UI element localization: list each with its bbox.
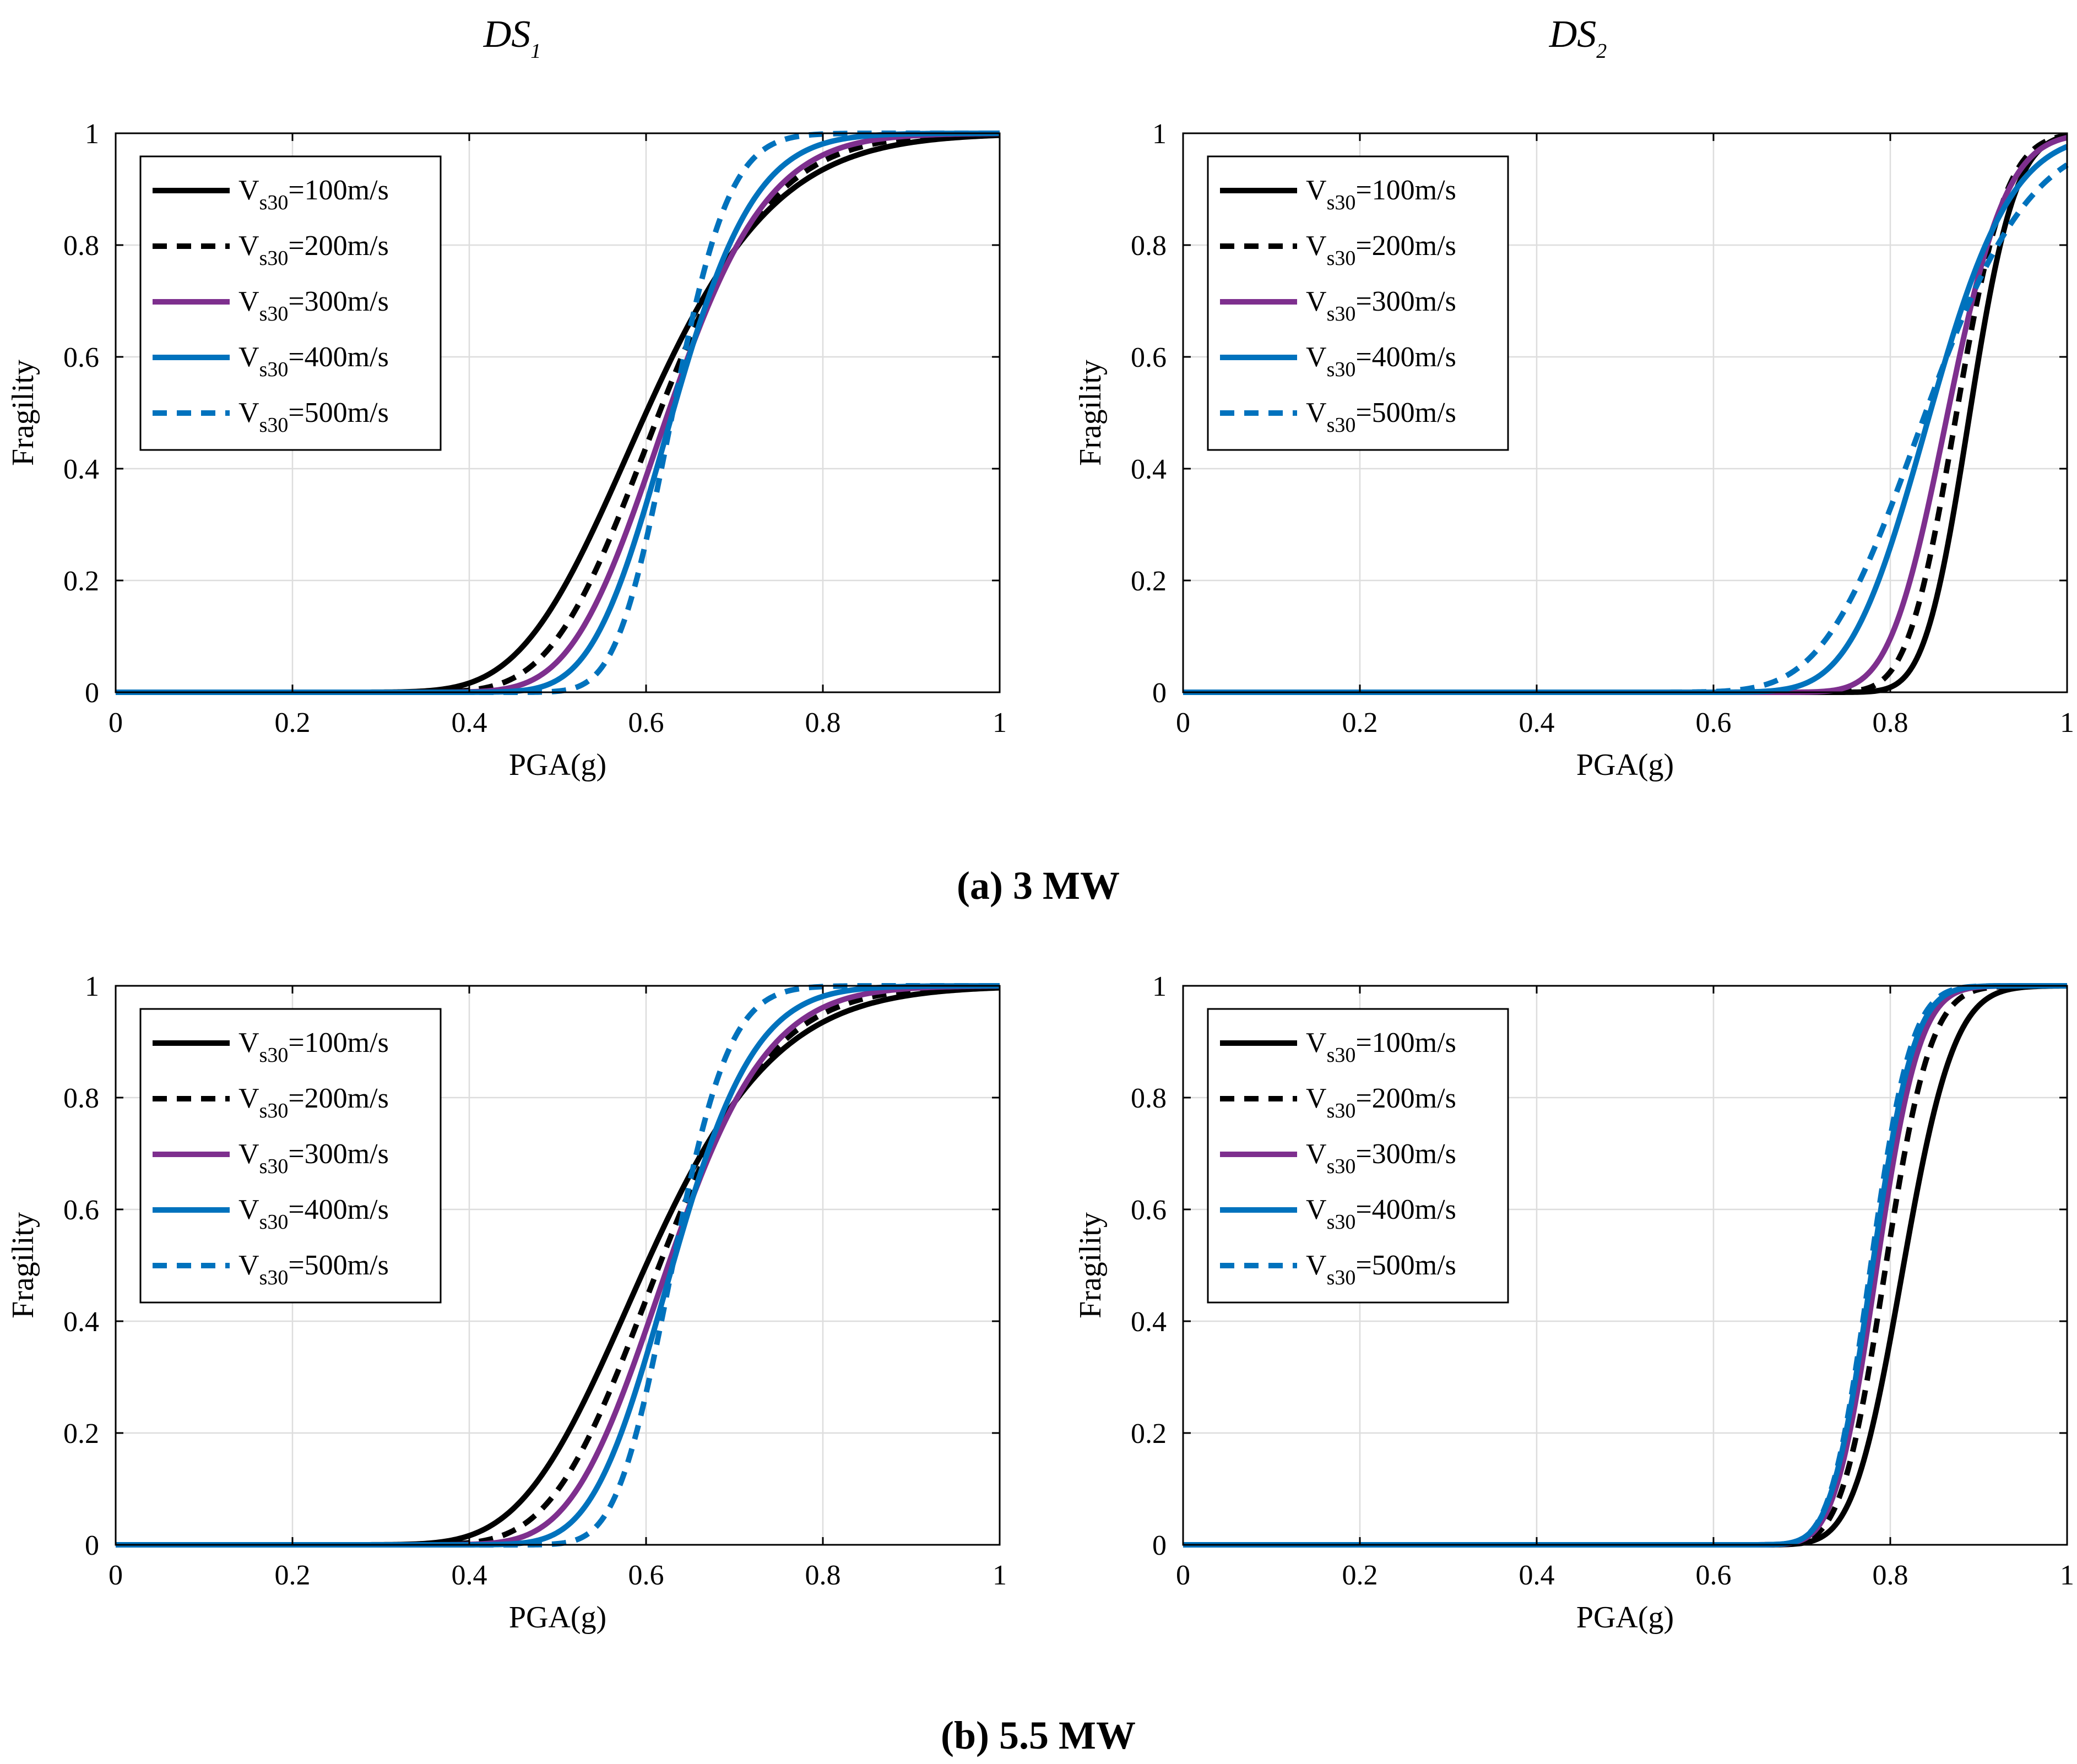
legend-label-v200: Vs30=200m/s bbox=[1306, 230, 1456, 270]
y-tick-label: 0.6 bbox=[63, 342, 99, 373]
x-tick-label: 0.8 bbox=[805, 707, 841, 739]
y-tick-label: 0.4 bbox=[63, 1306, 99, 1338]
y-tick-label: 0.8 bbox=[1131, 230, 1167, 262]
legend-label-v200: Vs30=200m/s bbox=[238, 1083, 389, 1122]
y-axis-label: Fragility bbox=[1073, 360, 1108, 466]
x-axis-label: PGA(g) bbox=[509, 1600, 606, 1635]
panel-b-ds1: 0 0.2 0.4 0.6 0.8 1 0 0.2 0.4 0.6 0.8 1 PGA(g) Fragil… bbox=[6, 971, 1007, 1635]
x-tick-label: 0.6 bbox=[1696, 707, 1732, 739]
x-tick-label: 0.8 bbox=[1873, 707, 1908, 739]
caption-a: (a) 3 MW bbox=[957, 864, 1120, 908]
x-tick-label: 0.6 bbox=[628, 1560, 664, 1591]
y-tick-label: 1 bbox=[85, 118, 99, 150]
legend-label-v100: Vs30=100m/s bbox=[238, 175, 389, 214]
plot-frame bbox=[115, 985, 1001, 1546]
panel-a-ds1: 0 0.2 0.4 0.6 0.8 1 0 0.2 0.4 0.6 0.8 1 PGA(g) Fragil… bbox=[6, 118, 1007, 782]
x-tick-label: 1 bbox=[993, 1560, 1007, 1591]
column-title-ds2: DS2 bbox=[1549, 13, 1607, 63]
y-tick-label: 0.8 bbox=[63, 1083, 99, 1114]
legend-label-v300: Vs30=300m/s bbox=[238, 1138, 389, 1178]
x-axis-label: PGA(g) bbox=[1576, 1600, 1674, 1635]
plot-frame bbox=[1182, 985, 2068, 1546]
y-tick-label: 1 bbox=[1152, 971, 1167, 1002]
y-tick-label: 0 bbox=[1152, 1530, 1167, 1561]
x-tick-label: 0.6 bbox=[1696, 1560, 1732, 1591]
x-tick-label: 0.2 bbox=[1342, 707, 1378, 739]
x-axis-label: PGA(g) bbox=[509, 748, 606, 782]
x-tick-label: 1 bbox=[2060, 1560, 2074, 1591]
y-tick-label: 0.8 bbox=[1131, 1083, 1167, 1114]
x-tick-label: 0.8 bbox=[1873, 1560, 1908, 1591]
y-axis-label: Fragility bbox=[6, 360, 40, 466]
legend-label-v300: Vs30=300m/s bbox=[238, 286, 389, 325]
x-tick-label: 0.4 bbox=[1519, 707, 1555, 739]
y-tick-label: 0.2 bbox=[1131, 1418, 1167, 1450]
legend-label-v100: Vs30=100m/s bbox=[1306, 1027, 1456, 1067]
y-tick-label: 0.2 bbox=[63, 566, 99, 597]
legend-label-v400: Vs30=400m/s bbox=[238, 1194, 389, 1234]
y-tick-label: 0 bbox=[85, 677, 99, 709]
plot-frame bbox=[115, 132, 1001, 693]
x-tick-label: 0.4 bbox=[452, 707, 487, 739]
legend-label-v500: Vs30=500m/s bbox=[1306, 1250, 1456, 1289]
x-tick-label: 0.8 bbox=[805, 1560, 841, 1591]
plot-frame bbox=[1182, 132, 2068, 693]
y-tick-label: 0.6 bbox=[63, 1195, 99, 1226]
x-tick-label: 1 bbox=[993, 707, 1007, 739]
x-tick-label: 0.4 bbox=[452, 1560, 487, 1591]
x-axis-label: PGA(g) bbox=[1576, 748, 1674, 782]
x-tick-label: 0 bbox=[1176, 1560, 1190, 1591]
x-tick-label: 0.2 bbox=[275, 707, 311, 739]
legend-label-v500: Vs30=500m/s bbox=[238, 1250, 389, 1289]
panel-b-ds2: 0 0.2 0.4 0.6 0.8 1 0 0.2 0.4 0.6 0.8 1 PGA(g) Fragil… bbox=[1073, 971, 2074, 1635]
legend-label-v100: Vs30=100m/s bbox=[238, 1027, 389, 1067]
legend-label-v400: Vs30=400m/s bbox=[238, 341, 389, 381]
x-tick-label: 0.2 bbox=[275, 1560, 311, 1591]
y-tick-label: 1 bbox=[1152, 118, 1167, 150]
legend-label-v100: Vs30=100m/s bbox=[1306, 175, 1456, 214]
x-tick-label: 0 bbox=[1176, 707, 1190, 739]
x-tick-label: 0.6 bbox=[628, 707, 664, 739]
x-tick-label: 1 bbox=[2060, 707, 2074, 739]
y-tick-label: 0.6 bbox=[1131, 1195, 1167, 1226]
y-tick-label: 0.6 bbox=[1131, 342, 1167, 373]
column-title-ds1: DS1 bbox=[483, 13, 541, 63]
legend-label-v300: Vs30=300m/s bbox=[1306, 1138, 1456, 1178]
x-tick-label: 0.2 bbox=[1342, 1560, 1378, 1591]
y-tick-label: 0 bbox=[85, 1530, 99, 1561]
legend-label-v400: Vs30=400m/s bbox=[1306, 1194, 1456, 1234]
y-tick-label: 1 bbox=[85, 971, 99, 1002]
y-tick-label: 0 bbox=[1152, 677, 1167, 709]
legend-label-v400: Vs30=400m/s bbox=[1306, 341, 1456, 381]
legend-label-v500: Vs30=500m/s bbox=[1306, 397, 1456, 437]
y-tick-label: 0.8 bbox=[63, 230, 99, 262]
x-tick-label: 0.4 bbox=[1519, 1560, 1555, 1591]
panel-a-ds2: 0 0.2 0.4 0.6 0.8 1 0 0.2 0.4 0.6 0.8 1 PGA(g) Fragil… bbox=[1073, 118, 2074, 782]
y-tick-label: 0.4 bbox=[63, 454, 99, 485]
y-tick-label: 0.4 bbox=[1131, 1306, 1167, 1338]
y-tick-label: 0.2 bbox=[1131, 566, 1167, 597]
y-tick-label: 0.4 bbox=[1131, 454, 1167, 485]
legend-label-v500: Vs30=500m/s bbox=[238, 397, 389, 437]
y-axis-label: Fragility bbox=[6, 1212, 40, 1318]
legend-label-v200: Vs30=200m/s bbox=[238, 230, 389, 270]
y-tick-label: 0.2 bbox=[63, 1418, 99, 1450]
x-tick-label: 0 bbox=[109, 707, 123, 739]
legend-label-v300: Vs30=300m/s bbox=[1306, 286, 1456, 325]
caption-b: (b) 5.5 MW bbox=[941, 1713, 1136, 1757]
x-tick-label: 0 bbox=[109, 1560, 123, 1591]
y-axis-label: Fragility bbox=[1073, 1212, 1108, 1318]
legend-label-v200: Vs30=200m/s bbox=[1306, 1083, 1456, 1122]
